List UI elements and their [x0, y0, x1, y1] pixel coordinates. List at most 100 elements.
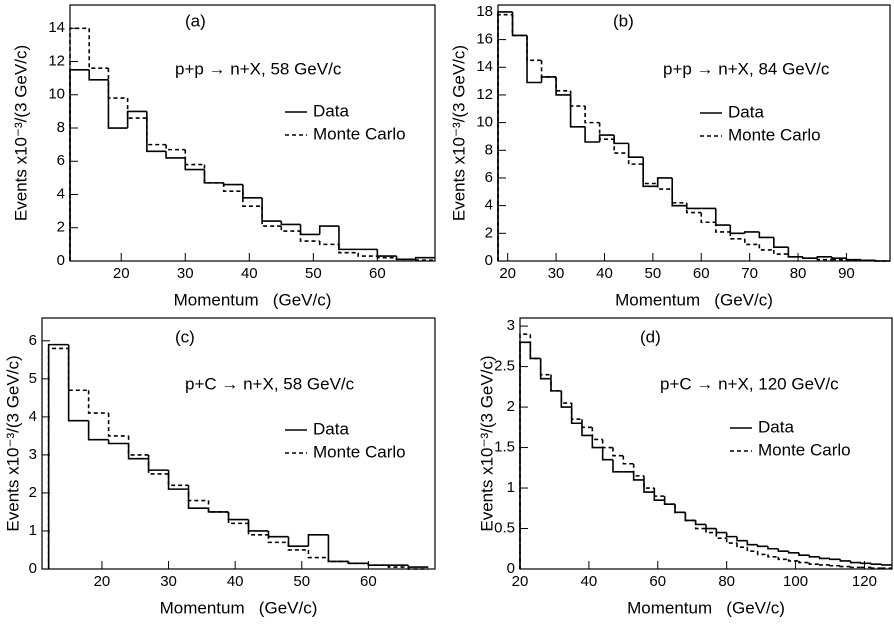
x-axis-label: Momentum (GeV/c)	[174, 290, 332, 309]
histogram-step	[612, 447, 624, 457]
panel-label: (a)	[185, 11, 206, 30]
x-tick-label: 20	[512, 573, 529, 590]
y-tick-label: 1	[29, 522, 37, 539]
histogram-step	[818, 564, 830, 566]
histogram-step	[550, 374, 562, 392]
histogram-step	[267, 534, 289, 544]
histogram-step	[829, 564, 841, 567]
histogram-step	[107, 413, 129, 437]
y-tick-label: 3	[29, 446, 37, 463]
histogram-step	[395, 257, 416, 261]
histogram-step	[643, 479, 655, 493]
y-tick-label: 2	[507, 398, 515, 415]
histogram-step	[222, 182, 243, 192]
y-tick-label: 10	[476, 114, 493, 131]
y-tick-label: 0	[485, 252, 493, 269]
histogram-step	[511, 14, 528, 37]
histogram-step	[127, 443, 149, 460]
histogram-step	[705, 524, 717, 530]
histogram-step	[88, 69, 109, 81]
y-tick-label: 5	[29, 370, 37, 387]
histogram-step	[67, 344, 89, 422]
histogram-step	[584, 126, 600, 143]
histogram-step	[643, 475, 655, 489]
histogram-step	[526, 35, 542, 62]
histogram-step	[839, 559, 851, 562]
histogram-step	[627, 153, 644, 165]
histogram-step	[729, 231, 745, 240]
histogram-step	[555, 76, 571, 92]
histogram-step	[87, 390, 109, 414]
histogram-step	[287, 536, 309, 547]
histogram-step	[207, 500, 229, 513]
y-tick-label: 8	[485, 141, 493, 158]
y-tick-label: 12	[476, 86, 493, 103]
y-tick-label: 4	[485, 197, 493, 214]
histogram-step	[261, 206, 282, 227]
histogram-step	[744, 238, 760, 246]
x-tick-label: 50	[645, 265, 662, 282]
histogram-step	[715, 532, 727, 540]
x-tick-label: 80	[790, 265, 807, 282]
histogram-step	[581, 423, 593, 437]
y-tick-label: 12	[48, 52, 65, 69]
histogram-step	[767, 554, 779, 558]
histogram-step	[242, 191, 263, 207]
histogram-step	[829, 558, 841, 561]
y-tick-label: 6	[29, 332, 37, 349]
histogram-step	[47, 343, 69, 569]
histogram-step	[287, 542, 309, 551]
histogram-step	[758, 244, 774, 251]
legend-label: Monte Carlo	[758, 440, 851, 459]
histogram-step	[736, 536, 748, 542]
y-tick-label: 4	[57, 185, 65, 202]
x-axis-label: Momentum (GeV/c)	[615, 290, 773, 309]
histogram-step	[729, 225, 745, 235]
histogram-step	[347, 561, 369, 565]
y-tick-label: 8	[57, 119, 65, 136]
histogram-step	[601, 439, 613, 449]
histogram-step	[307, 549, 329, 559]
histogram-step	[367, 563, 389, 566]
y-tick-label: 3	[507, 317, 515, 334]
y-tick-label: 18	[476, 3, 493, 20]
histogram-step	[267, 530, 289, 538]
histogram-step	[127, 435, 149, 456]
histogram-step	[347, 561, 369, 565]
histogram-step	[744, 231, 760, 234]
plot-frame	[519, 317, 893, 570]
histogram-step	[338, 226, 359, 251]
histogram-step	[777, 548, 789, 552]
x-tick-label: 20	[94, 573, 111, 590]
histogram-step	[642, 157, 658, 188]
y-tick-label: 2	[29, 484, 37, 501]
histogram-step	[555, 76, 571, 96]
histogram-step	[414, 259, 435, 261]
histogram-step	[560, 390, 572, 408]
histogram-step	[227, 511, 249, 525]
histogram-step	[338, 244, 359, 254]
histogram-step	[539, 358, 551, 376]
histogram-step	[694, 520, 706, 526]
legend-label: Data	[728, 102, 764, 121]
histogram-step	[725, 532, 737, 538]
histogram-step	[299, 224, 320, 236]
histogram-step	[247, 523, 269, 536]
panel-label: (c)	[175, 327, 195, 346]
histogram-step	[642, 164, 658, 185]
histogram-step	[107, 439, 129, 445]
plot-frame	[69, 4, 436, 262]
histogram-step	[539, 358, 551, 380]
histogram-step	[839, 565, 851, 568]
plot-frame	[41, 317, 436, 570]
histogram-step	[808, 562, 820, 565]
histogram-step	[746, 547, 758, 552]
histogram-step	[777, 556, 789, 561]
histogram-step	[107, 68, 128, 99]
y-tick-label: 0	[29, 560, 37, 577]
y-tick-label: 1	[507, 479, 515, 496]
annotation: p+C → n+X, 58 GeV/c	[185, 374, 355, 393]
legend-label: Monte Carlo	[313, 442, 406, 461]
x-tick-label: 60	[360, 573, 377, 590]
histogram-step	[184, 157, 205, 171]
